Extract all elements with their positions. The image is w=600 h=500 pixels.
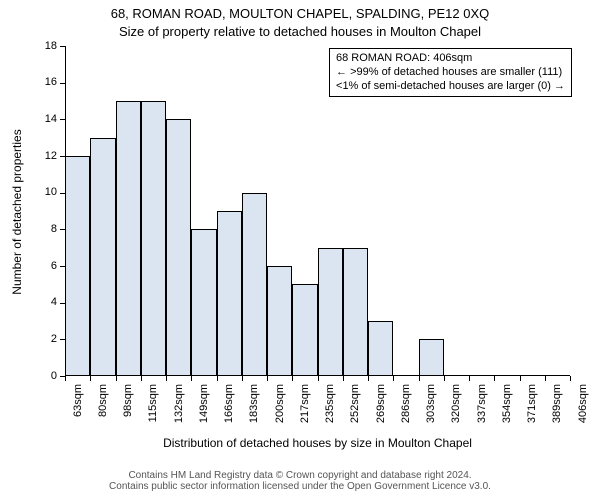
xtick-mark: [292, 376, 293, 381]
ytick-label: 4: [31, 296, 57, 308]
page-title-line1: 68, ROMAN ROAD, MOULTON CHAPEL, SPALDING…: [0, 6, 600, 21]
xtick-label: 269sqm: [375, 384, 387, 434]
xtick-mark: [166, 376, 167, 381]
xtick-mark: [545, 376, 546, 381]
xtick-mark: [217, 376, 218, 381]
ytick-mark: [60, 119, 65, 120]
histogram-bar: [166, 119, 191, 376]
xtick-mark: [469, 376, 470, 381]
xtick-mark: [343, 376, 344, 381]
histogram-bar: [191, 229, 216, 376]
xtick-label: 371sqm: [526, 384, 538, 434]
xtick-label: 235sqm: [324, 384, 336, 434]
xtick-mark: [318, 376, 319, 381]
xtick-label: 337sqm: [476, 384, 488, 434]
xtick-label: 406sqm: [577, 384, 589, 434]
xtick-mark: [65, 376, 66, 381]
histogram-bar: [65, 156, 90, 376]
xtick-label: 286sqm: [400, 384, 412, 434]
xtick-mark: [368, 376, 369, 381]
histogram-bar: [267, 266, 292, 376]
ytick-label: 8: [31, 223, 57, 235]
annotation-box: 68 ROMAN ROAD: 406sqm ← >99% of detached…: [329, 48, 572, 97]
x-axis-label: Distribution of detached houses by size …: [65, 436, 570, 450]
ytick-label: 16: [31, 76, 57, 88]
xtick-label: 166sqm: [223, 384, 235, 434]
histogram-bar: [292, 284, 317, 376]
xtick-mark: [444, 376, 445, 381]
xtick-label: 132sqm: [173, 384, 185, 434]
xtick-label: 149sqm: [198, 384, 210, 434]
histogram-bar: [419, 339, 444, 376]
xtick-mark: [191, 376, 192, 381]
histogram-bar: [343, 248, 368, 376]
xtick-label: 63sqm: [72, 384, 84, 434]
annotation-line1: 68 ROMAN ROAD: 406sqm: [336, 52, 565, 66]
xtick-label: 80sqm: [97, 384, 109, 434]
ytick-label: 12: [31, 150, 57, 162]
xtick-label: 98sqm: [122, 384, 134, 434]
xtick-mark: [242, 376, 243, 381]
footer-text: Contains HM Land Registry data © Crown c…: [0, 470, 600, 492]
ytick-label: 2: [31, 333, 57, 345]
footer-line1: Contains HM Land Registry data © Crown c…: [0, 470, 600, 481]
xtick-label: 354sqm: [501, 384, 513, 434]
xtick-mark: [570, 376, 571, 381]
xtick-mark: [419, 376, 420, 381]
ytick-label: 10: [31, 186, 57, 198]
xtick-label: 217sqm: [299, 384, 311, 434]
histogram-bar: [90, 138, 115, 376]
ytick-mark: [60, 46, 65, 47]
ytick-label: 18: [31, 40, 57, 52]
xtick-mark: [141, 376, 142, 381]
xtick-label: 389sqm: [551, 384, 563, 434]
xtick-mark: [494, 376, 495, 381]
y-axis-label: Number of detached properties: [10, 47, 24, 377]
histogram-bar: [217, 211, 242, 376]
xtick-label: 200sqm: [274, 384, 286, 434]
xtick-mark: [267, 376, 268, 381]
xtick-mark: [90, 376, 91, 381]
xtick-label: 183sqm: [248, 384, 260, 434]
histogram-bar: [318, 248, 343, 376]
histogram-bar: [368, 321, 393, 376]
footer-line2: Contains public sector information licen…: [0, 481, 600, 492]
xtick-mark: [520, 376, 521, 381]
annotation-line3: <1% of semi-detached houses are larger (…: [336, 80, 565, 94]
xtick-label: 252sqm: [349, 384, 361, 434]
annotation-line2: ← >99% of detached houses are smaller (1…: [336, 66, 565, 80]
xtick-label: 320sqm: [450, 384, 462, 434]
xtick-mark: [116, 376, 117, 381]
page-title-line2: Size of property relative to detached ho…: [0, 24, 600, 39]
ytick-label: 6: [31, 260, 57, 272]
ytick-label: 0: [31, 370, 57, 382]
xtick-label: 115sqm: [147, 384, 159, 434]
xtick-label: 303sqm: [425, 384, 437, 434]
ytick-mark: [60, 83, 65, 84]
histogram-bar: [141, 101, 166, 376]
histogram-bar: [242, 193, 267, 376]
xtick-mark: [393, 376, 394, 381]
ytick-label: 14: [31, 113, 57, 125]
histogram-bar: [116, 101, 141, 376]
